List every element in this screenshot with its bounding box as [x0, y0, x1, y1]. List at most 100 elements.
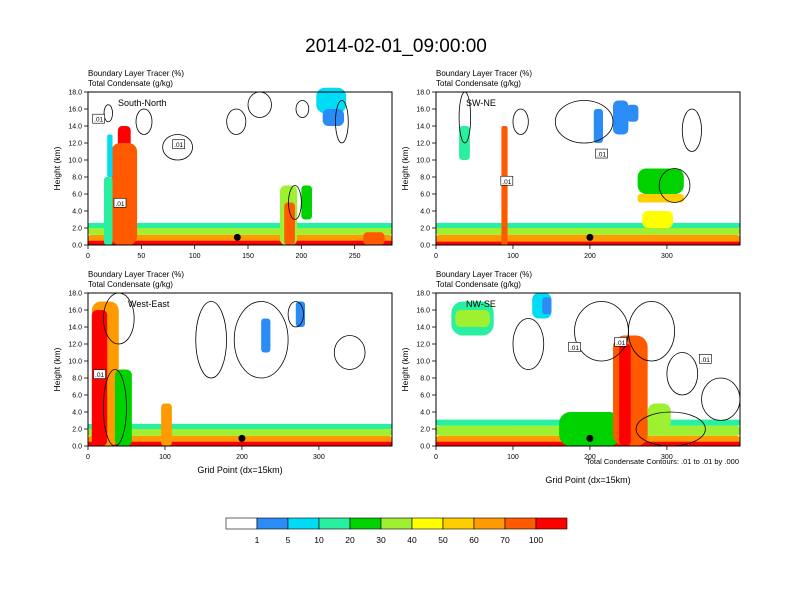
- tracer-shade-4-8: [559, 412, 621, 446]
- location-marker: [238, 434, 246, 442]
- footnote: Total Condensate Contours: .01 to .01 by…: [586, 457, 739, 466]
- x-axis-label: Grid Point (dx=15km): [197, 465, 282, 475]
- tracer-shade-2-8: [637, 168, 684, 194]
- tracer-shade-2-7: [613, 100, 629, 135]
- condensate-contour-2-4: [658, 168, 691, 203]
- y-tick-label: 4.0: [420, 209, 430, 216]
- plot-frame: [435, 91, 741, 246]
- y-tick-label: 8.0: [72, 175, 82, 182]
- x-tick-label: 0: [86, 253, 90, 260]
- y-axis-label: Height (km): [52, 146, 62, 190]
- contour-label-box: [172, 139, 185, 149]
- panel-subtitle: Total Condensate (g/kg): [436, 79, 521, 88]
- tracer-shade-2-11: [626, 104, 639, 122]
- condensate-contour-1-3: [247, 91, 272, 118]
- y-tick-label: 6.0: [72, 192, 82, 199]
- tracer-shade-1-10: [301, 185, 312, 220]
- y-axis-label: Height (km): [400, 146, 410, 190]
- y-tick-label: 10.0: [416, 158, 430, 165]
- colorbar-box: [318, 517, 351, 530]
- tracer-shade-1-1: [88, 240, 392, 245]
- y-tick-label: 2.0: [420, 226, 430, 233]
- y-tick-label: 12.0: [68, 342, 82, 349]
- location-marker: [233, 233, 241, 241]
- y-tick-label: 2.0: [72, 226, 82, 233]
- tracer-shade-1-3: [88, 222, 392, 228]
- tracer-shade-4-5: [455, 310, 490, 327]
- y-tick-label: 12.0: [416, 141, 430, 148]
- colorbar-box: [411, 517, 444, 530]
- contour-label: .01: [174, 142, 183, 149]
- y-tick-label: 6.0: [420, 393, 430, 400]
- tracer-shade-1-6: [104, 177, 113, 245]
- x-tick-label: 300: [661, 454, 673, 461]
- condensate-contour-1-2: [226, 108, 247, 135]
- panel-subtitle: Total Condensate (g/kg): [88, 79, 173, 88]
- condensate-contour-4-2: [628, 301, 675, 362]
- contour-label: .01: [616, 340, 625, 347]
- condensate-contour-2-1: [554, 100, 614, 144]
- y-tick-label: 0.0: [72, 243, 82, 250]
- x-tick-label: 200: [584, 454, 596, 461]
- colorbar-label: 50: [438, 535, 448, 545]
- tracer-shade-2-6: [593, 109, 604, 143]
- tracer-shade-3-8: [261, 318, 271, 353]
- contour-label: .01: [95, 372, 104, 379]
- y-tick-label: 6.0: [72, 393, 82, 400]
- x-tick-label: 150: [242, 253, 254, 260]
- y-axis-label: Height (km): [400, 347, 410, 391]
- colorbar-box: [225, 517, 258, 530]
- colorbar-box: [473, 517, 506, 530]
- x-tick-label: 0: [86, 454, 90, 461]
- condensate-contour-3-4: [333, 335, 366, 370]
- y-tick-label: 16.0: [416, 107, 430, 114]
- condensate-contour-4-3: [666, 352, 699, 396]
- x-tick-label: 300: [313, 454, 325, 461]
- location-marker: [586, 434, 594, 442]
- tracer-shade-2-3: [436, 222, 740, 228]
- plot-frame: [87, 292, 393, 447]
- x-tick-label: 200: [236, 454, 248, 461]
- y-tick-label: 0.0: [420, 444, 430, 451]
- y-tick-label: 16.0: [68, 308, 82, 315]
- tracer-shade-3-2: [88, 429, 392, 436]
- y-tick-label: 16.0: [416, 308, 430, 315]
- tracer-shade-2-1: [436, 241, 740, 245]
- condensate-contour-1-4: [295, 100, 310, 118]
- panel-label: NW-SE: [466, 299, 496, 309]
- panel-3: .01 0.0 2.0 4.0 6.0 8.0 10.0 12.0 14.0 16.0 18.0 0 1…: [52, 270, 393, 475]
- x-tick-label: 100: [507, 454, 519, 461]
- contour-label-box: [699, 353, 712, 364]
- y-tick-label: 2.0: [72, 427, 82, 434]
- x-tick-label: 50: [137, 253, 145, 260]
- condensate-contour-1-1: [162, 134, 193, 161]
- contour-label-box: [568, 342, 581, 352]
- colorbar-label: 30: [376, 535, 386, 545]
- y-tick-label: 10.0: [416, 359, 430, 366]
- panel-1: .01 .01 .01 0.0 2.0 4.0 6.0 8.0 10.0 12.0 14.0 16.0…: [52, 69, 393, 260]
- tracer-shade-3-7: [161, 403, 172, 446]
- plot-frame: [435, 292, 741, 447]
- panel-subtitle: Boundary Layer Tracer (%): [88, 270, 184, 279]
- condensate-contour-1-6: [103, 104, 113, 123]
- panel-subtitle: Total Condensate (g/kg): [436, 280, 521, 289]
- y-tick-label: 8.0: [420, 175, 430, 182]
- condensate-contour-3-3: [287, 301, 304, 328]
- tracer-shade-4-11: [647, 403, 671, 429]
- panel-subtitle: Total Condensate (g/kg): [88, 280, 173, 289]
- contour-label: .01: [502, 179, 511, 186]
- contour-label: .01: [597, 152, 606, 159]
- panel-4: .01 .01 .01 0.0 2.0 4.0 6.0 8.0 10.0 12.0 14.0 16.0…: [400, 270, 741, 485]
- y-tick-label: 4.0: [420, 410, 430, 417]
- x-tick-label: 0: [434, 253, 438, 260]
- tracer-shade-1-5: [111, 143, 138, 245]
- x-tick-label: 300: [661, 253, 673, 260]
- colorbar-box: [349, 517, 382, 530]
- x-tick-label: 100: [507, 253, 519, 260]
- tracer-shade-4-10: [619, 344, 631, 446]
- contour-label-box: [92, 113, 105, 124]
- contour-label: .01: [115, 201, 124, 208]
- y-tick-label: 12.0: [416, 342, 430, 349]
- contour-label-box: [93, 369, 106, 379]
- tracer-shade-1-12: [322, 109, 344, 126]
